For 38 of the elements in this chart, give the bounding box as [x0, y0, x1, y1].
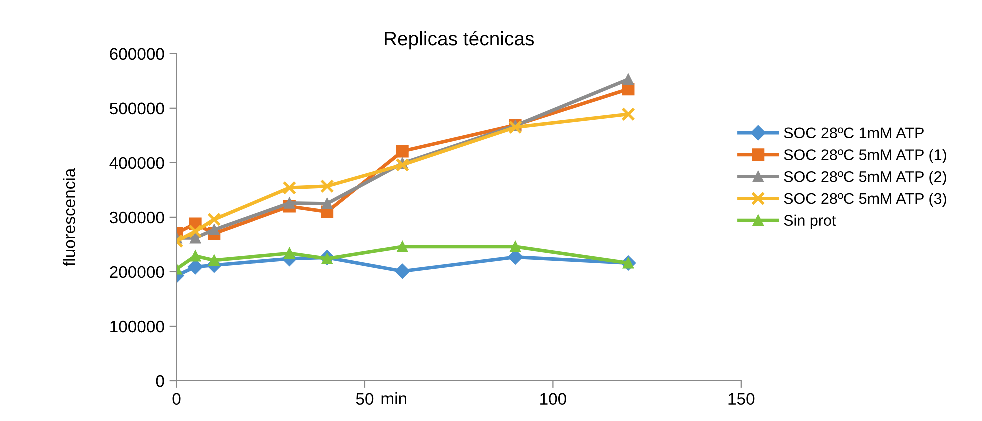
point [396, 158, 410, 172]
legend-label: Sin prot [784, 214, 836, 230]
point [320, 179, 334, 194]
x-axis-title: min [382, 392, 406, 405]
point [508, 120, 522, 134]
y-tick-label: 200000 [110, 266, 164, 278]
x-tick-label: 150 [728, 393, 755, 406]
legend-label: SOC 28ºC 1mM ATP [784, 128, 924, 139]
point [284, 248, 296, 259]
point [622, 107, 636, 122]
point [190, 232, 202, 244]
point [190, 250, 202, 262]
point [397, 241, 408, 252]
point [622, 74, 634, 86]
legend-label: SOC 28ºC 5mM ATP (3) [784, 192, 946, 208]
point [188, 224, 203, 239]
y-axis-title: fluorescencia [63, 168, 76, 266]
legend-label: SOC 28ºC 5mM ATP (1) [784, 149, 946, 164]
x-tick-label: 100 [540, 393, 566, 406]
x-tick-label: 0 [172, 393, 181, 406]
point [208, 224, 220, 236]
x-tick-label: 50 [356, 393, 374, 406]
y-tick-label: 0 [156, 375, 164, 388]
legend-label: SOC 28ºC 5mM ATP (2) [784, 171, 946, 186]
point [208, 254, 220, 266]
y-tick-label: 600000 [110, 48, 164, 60]
point [282, 181, 297, 195]
point [510, 241, 522, 252]
point [207, 212, 222, 227]
point [396, 145, 409, 158]
y-tick-label: 300000 [110, 212, 164, 224]
y-tick-label: 400000 [110, 157, 164, 170]
point [322, 198, 333, 210]
point [395, 264, 410, 279]
y-tick-label: 500000 [110, 102, 164, 115]
chart-title: Replicas técnicas [385, 31, 534, 50]
point [284, 198, 296, 209]
y-tick-label: 100000 [110, 320, 164, 333]
